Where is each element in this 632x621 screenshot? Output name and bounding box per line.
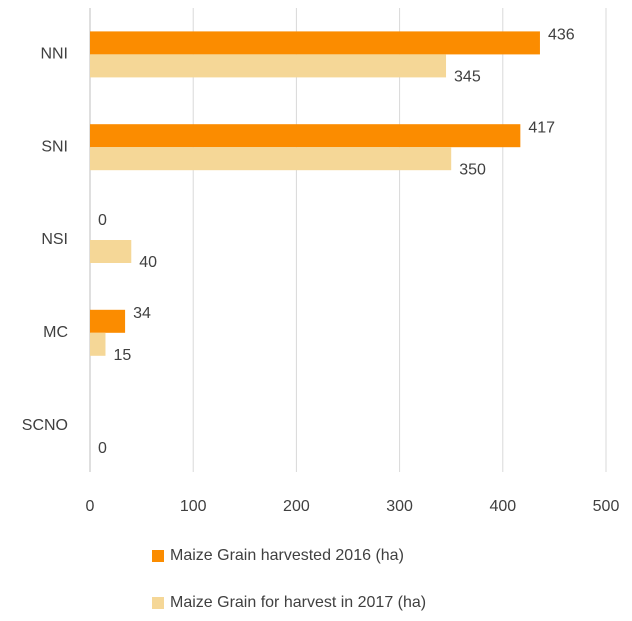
data-label: 0	[98, 212, 107, 229]
legend-label: Maize Grain harvested 2016 (ha)	[170, 547, 404, 564]
data-label: 0	[98, 440, 107, 457]
y-tick-label: NSI	[41, 231, 68, 248]
data-label: 15	[113, 347, 131, 364]
y-tick-label: SNI	[41, 138, 68, 155]
data-label: 34	[133, 305, 151, 322]
legend-swatch	[152, 597, 164, 609]
data-label: 350	[459, 161, 486, 178]
data-label: 40	[139, 254, 157, 271]
y-tick-label: SCNO	[22, 417, 68, 434]
data-label: 417	[528, 119, 555, 136]
x-tick-label: 300	[386, 498, 413, 515]
bar	[90, 31, 540, 55]
legend-label: Maize Grain for harvest in 2017 (ha)	[170, 594, 426, 611]
bar	[90, 147, 452, 171]
data-label: 345	[454, 69, 481, 86]
x-tick-label: 0	[86, 498, 95, 515]
bar	[90, 240, 132, 263]
bar	[90, 332, 106, 356]
x-tick-label: 400	[489, 498, 516, 515]
bar	[90, 124, 521, 148]
bar	[90, 54, 447, 78]
bar	[90, 309, 126, 333]
x-tick-label: 200	[283, 498, 310, 515]
x-tick-label: 500	[593, 498, 620, 515]
y-tick-label: MC	[43, 324, 68, 341]
y-tick-label: NNI	[40, 46, 68, 63]
data-label: 436	[548, 27, 575, 44]
legend-swatch	[152, 550, 164, 562]
x-tick-label: 100	[180, 498, 207, 515]
